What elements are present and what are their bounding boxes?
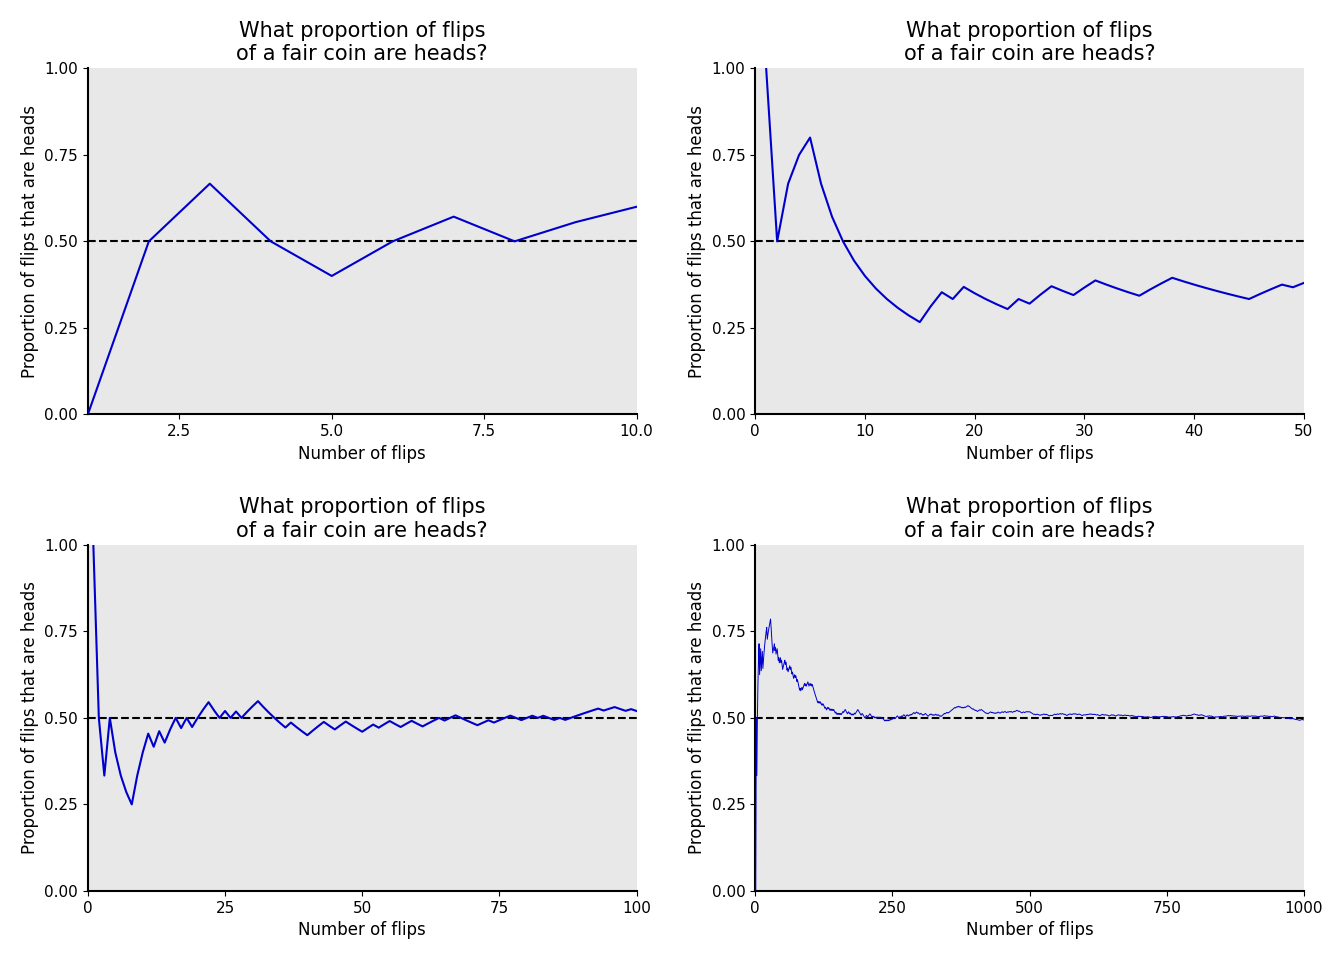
X-axis label: Number of flips: Number of flips	[298, 922, 426, 939]
X-axis label: Number of flips: Number of flips	[966, 922, 1094, 939]
Title: What proportion of flips
of a fair coin are heads?: What proportion of flips of a fair coin …	[237, 497, 488, 540]
Y-axis label: Proportion of flips that are heads: Proportion of flips that are heads	[22, 105, 39, 378]
Title: What proportion of flips
of a fair coin are heads?: What proportion of flips of a fair coin …	[903, 497, 1156, 540]
Y-axis label: Proportion of flips that are heads: Proportion of flips that are heads	[22, 582, 39, 854]
X-axis label: Number of flips: Number of flips	[298, 444, 426, 463]
Title: What proportion of flips
of a fair coin are heads?: What proportion of flips of a fair coin …	[237, 21, 488, 64]
Title: What proportion of flips
of a fair coin are heads?: What proportion of flips of a fair coin …	[903, 21, 1156, 64]
Y-axis label: Proportion of flips that are heads: Proportion of flips that are heads	[688, 105, 706, 378]
Y-axis label: Proportion of flips that are heads: Proportion of flips that are heads	[688, 582, 706, 854]
X-axis label: Number of flips: Number of flips	[966, 444, 1094, 463]
